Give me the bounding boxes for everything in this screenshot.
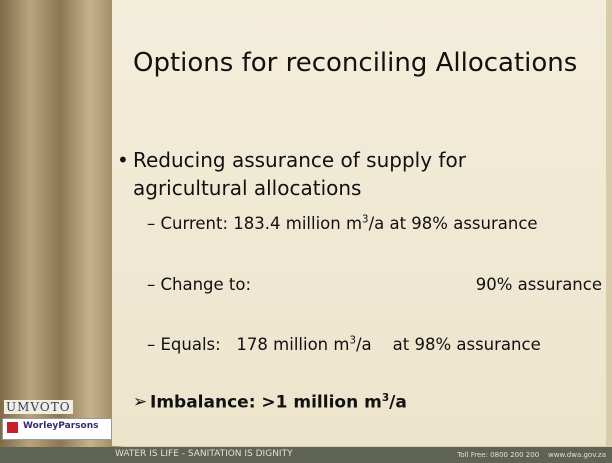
sub-item-right: 90% assurance (476, 275, 602, 294)
footer-contact: Toll Free: 0800 200 200 www.dwa.gov.za (457, 451, 606, 459)
logo-worley: WorleyParsons (23, 421, 98, 431)
sub-item: – Current: 183.4 million m3/a at 98% ass… (147, 214, 538, 233)
logo-icon (7, 422, 18, 433)
text-run: /a (389, 393, 407, 413)
bullet-line: Reducing assurance of supply for (133, 148, 466, 172)
text-run: Imbalance: >1 million m (150, 393, 382, 413)
text-run: – Equals: 178 million m (147, 335, 349, 354)
footer-slogan: WATER IS LIFE - SANITATION IS DIGNITY (115, 449, 293, 459)
footer: WATER IS LIFE - SANITATION IS DIGNITY To… (0, 447, 612, 463)
logo-umvoto: UMVOTO (4, 400, 73, 414)
sub-item: – Equals: 178 million m3/a at 98% assura… (147, 335, 541, 354)
text-run: – Current: 183.4 million m (147, 214, 362, 233)
text-run: – Change to: (147, 275, 251, 294)
sub-item: – Change to: (147, 275, 251, 294)
conclusion-marker: ➢ (133, 392, 147, 412)
bullet-line: agricultural allocations (133, 176, 361, 200)
text-run: /a at 98% assurance (356, 335, 541, 354)
bullet-marker: • (117, 148, 129, 172)
text-run: /a at 98% assurance (369, 214, 538, 233)
conclusion: Imbalance: >1 million m3/a (150, 392, 407, 413)
slide-title: Options for reconciling Allocations (133, 48, 577, 78)
slide: Options for reconciling Allocations • Re… (0, 0, 612, 463)
logo-box: WorleyParsons (2, 418, 112, 440)
